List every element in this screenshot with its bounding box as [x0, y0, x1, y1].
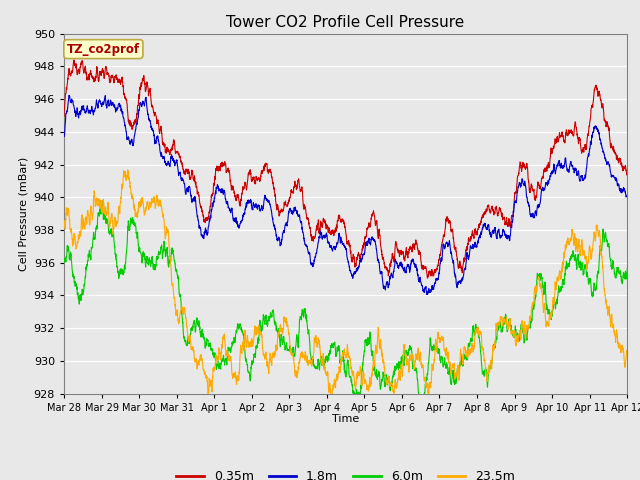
Y-axis label: Cell Pressure (mBar): Cell Pressure (mBar) [18, 156, 28, 271]
Text: TZ_co2prof: TZ_co2prof [67, 43, 140, 56]
Title: Tower CO2 Profile Cell Pressure: Tower CO2 Profile Cell Pressure [227, 15, 465, 30]
X-axis label: Time: Time [332, 414, 359, 424]
Legend: 0.35m, 1.8m, 6.0m, 23.5m: 0.35m, 1.8m, 6.0m, 23.5m [171, 465, 520, 480]
